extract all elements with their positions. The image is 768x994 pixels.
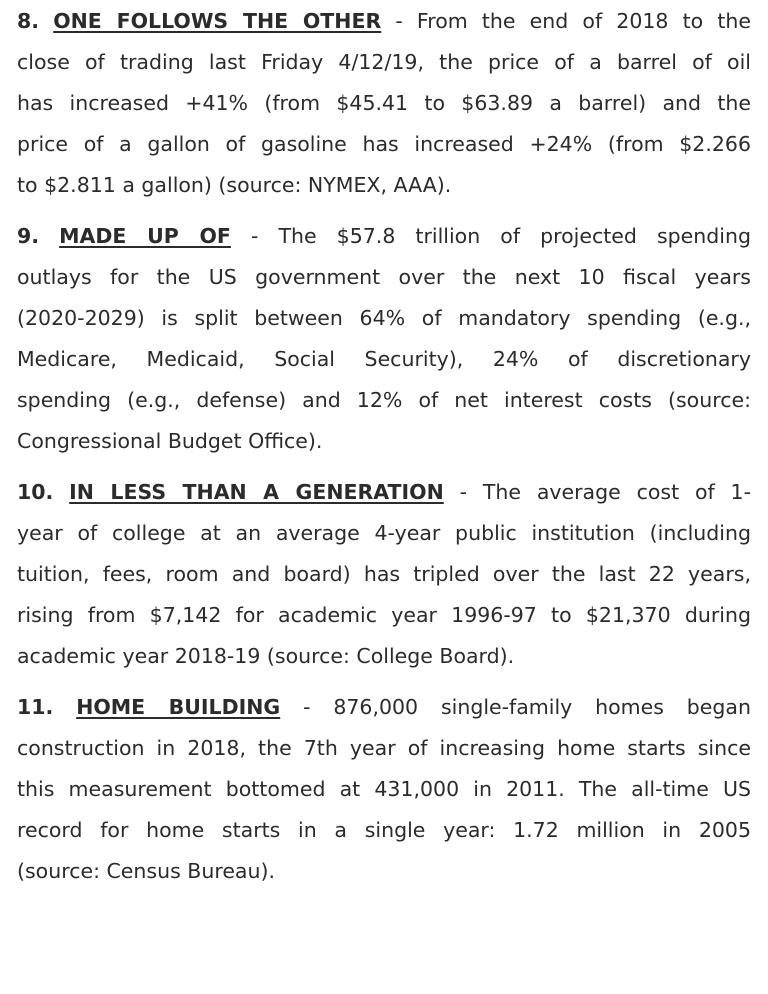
item-first-line: 8. ONE FOLLOWS THE OTHER - From the end … — [17, 1, 751, 42]
numbered-item: 11. HOME BUILDING - 876,000 single-famil… — [17, 687, 751, 892]
item-first-line: 10. IN LESS THAN A GENERATION - The aver… — [17, 472, 751, 513]
item-text-line: record for home starts in a single year:… — [17, 818, 751, 842]
item-text-line: to $2.811 a gallon) (source: NYMEX, AAA)… — [17, 173, 452, 197]
item-text-line: Congressional Budget Office). — [17, 429, 323, 453]
item-text-line: tuition, fees, room and board) has tripl… — [17, 562, 751, 586]
item-number: 10. — [17, 480, 54, 504]
item-text-line: price of a gallon of gasoline has increa… — [17, 132, 751, 156]
item-number: 8. — [17, 9, 40, 33]
item-first-line: 9. MADE UP OF - The $57.8 trillion of pr… — [17, 216, 751, 257]
item-first-line: 11. HOME BUILDING - 876,000 single-famil… — [17, 687, 751, 728]
numbered-item: 8. ONE FOLLOWS THE OTHER - From the end … — [17, 1, 751, 206]
numbered-item: 10. IN LESS THAN A GENERATION - The aver… — [17, 472, 751, 677]
document-page: 8. ONE FOLLOWS THE OTHER - From the end … — [17, 1, 751, 902]
item-heading: HOME BUILDING — [76, 695, 281, 719]
item-number: 11. — [17, 695, 54, 719]
item-text-line: has increased +41% (from $45.41 to $63.8… — [17, 91, 751, 115]
item-heading: ONE FOLLOWS THE OTHER — [53, 9, 382, 33]
item-text-line: outlays for the US government over the n… — [17, 265, 751, 289]
item-text-line: close of trading last Friday 4/12/19, th… — [17, 50, 751, 74]
item-text-line: this measurement bottomed at 431,000 in … — [17, 777, 751, 801]
item-text-line: (source: Census Bureau). — [17, 859, 276, 883]
item-lead-text: - From the end of 2018 to the — [381, 9, 751, 33]
item-text-line: (2020-2029) is split between 64% of mand… — [17, 306, 751, 330]
item-number: 9. — [17, 224, 40, 248]
item-lead-text: - The average cost of 1- — [443, 480, 751, 504]
numbered-item: 9. MADE UP OF - The $57.8 trillion of pr… — [17, 216, 751, 462]
item-lead-text: - The $57.8 trillion of projected spendi… — [230, 224, 751, 248]
item-lead-text: - 876,000 single-family homes began — [280, 695, 751, 719]
item-text-line: Medicare, Medicaid, Social Security), 24… — [17, 347, 751, 371]
item-text-line: year of college at an average 4-year pub… — [17, 521, 751, 545]
item-text-line: construction in 2018, the 7th year of in… — [17, 736, 751, 760]
item-text-line: spending (e.g., defense) and 12% of net … — [17, 388, 751, 412]
item-text-line: academic year 2018-19 (source: College B… — [17, 644, 515, 668]
item-heading: IN LESS THAN A GENERATION — [69, 480, 444, 504]
item-heading: MADE UP OF — [59, 224, 231, 248]
item-text-line: rising from $7,142 for academic year 199… — [17, 603, 751, 627]
